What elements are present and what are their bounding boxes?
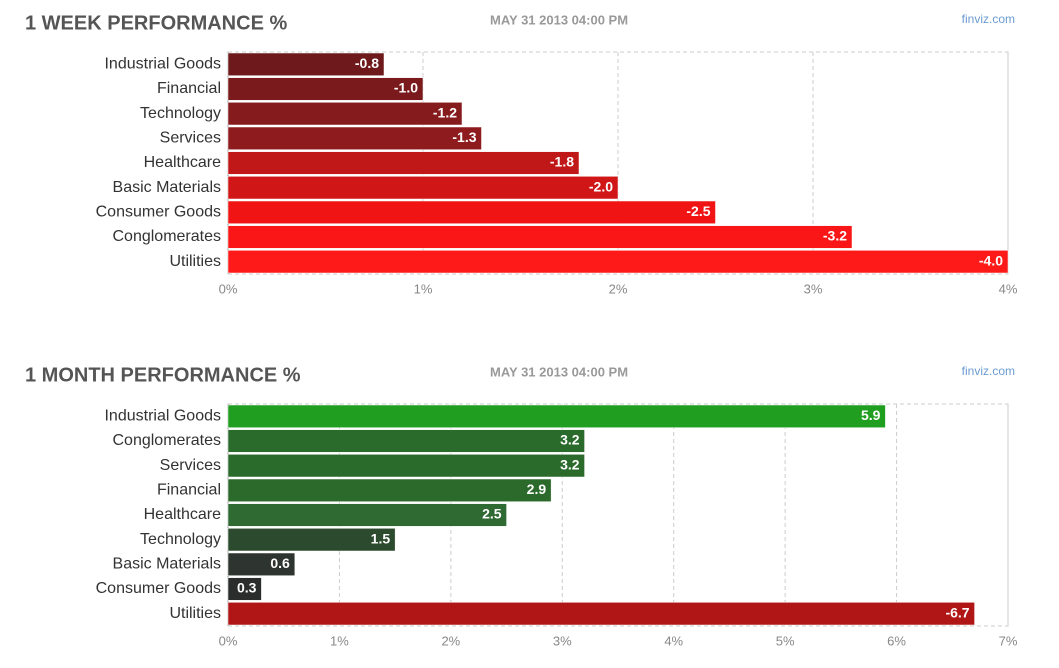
bar [227,176,619,200]
chart-title: 1 MONTH PERFORMANCE % [25,364,301,386]
value-label: -0.8 [355,55,379,71]
chart-title: 1 WEEK PERFORMANCE % [25,12,287,34]
x-tick-label: 6% [887,633,906,648]
x-tick-label: 0% [219,281,238,296]
x-tick-label: 1% [330,633,349,648]
value-label: 1.5 [371,530,391,546]
category-label: Consumer Goods [96,204,221,221]
category-label: Utilities [169,253,221,270]
x-tick-label: 0% [219,633,238,648]
category-label: Basic Materials [113,556,221,573]
value-label: 3.2 [560,432,580,448]
bar [227,503,507,527]
value-label: -1.8 [550,154,574,170]
bar [227,77,424,101]
x-tick-label: 5% [776,633,795,648]
chart-subtitle: MAY 31 2013 04:00 PM [490,12,628,27]
category-label: Services [160,457,221,474]
x-tick-label: 4% [664,633,683,648]
bar [227,200,716,224]
value-label: -3.2 [823,228,847,244]
bar [227,151,580,175]
bar [227,52,385,76]
category-label: Industrial Goods [104,56,221,73]
category-label: Conglomerates [113,228,222,245]
category-label: Healthcare [144,154,221,171]
value-label: 5.9 [861,407,881,423]
category-label: Basic Materials [113,179,221,196]
bar [227,602,975,626]
x-tick-label: 2% [441,633,460,648]
bar [227,552,296,576]
bar [227,429,585,453]
bar [227,404,886,428]
category-label: Technology [140,531,221,548]
value-label: 2.5 [482,506,502,522]
value-label: -1.2 [433,104,457,120]
bar [227,577,262,601]
category-label: Consumer Goods [96,580,221,597]
value-label: -2.5 [686,203,710,219]
x-tick-label: 4% [999,281,1018,296]
chart-subtitle: MAY 31 2013 04:00 PM [490,364,628,379]
category-label: Healthcare [144,506,221,523]
x-tick-label: 3% [804,281,823,296]
value-label: 0.6 [270,555,290,571]
category-label: Technology [140,105,221,122]
category-label: Utilities [169,605,221,622]
value-label: 3.2 [560,456,580,472]
source: finviz.com [962,12,1015,26]
bar [227,478,552,502]
value-label: -6.7 [945,604,969,620]
value-label: -2.0 [589,178,613,194]
bar [227,225,853,249]
bar [227,250,1009,274]
category-label: Financial [157,482,221,499]
value-label: -4.0 [979,252,1003,268]
value-label: -1.3 [452,129,476,145]
bar [227,126,482,150]
category-label: Conglomerates [113,432,222,449]
bar [227,454,585,478]
category-label: Services [160,130,221,147]
source: finviz.com [962,364,1015,378]
bar [227,528,396,552]
x-tick-label: 7% [999,633,1018,648]
category-label: Industrial Goods [104,408,221,425]
x-tick-label: 3% [553,633,572,648]
x-tick-label: 2% [609,281,628,296]
x-tick-label: 1% [414,281,433,296]
category-label: Financial [157,80,221,97]
value-label: 0.3 [237,580,257,596]
bar [227,102,463,126]
value-label: 2.9 [527,481,547,497]
value-label: -1.0 [394,80,418,96]
